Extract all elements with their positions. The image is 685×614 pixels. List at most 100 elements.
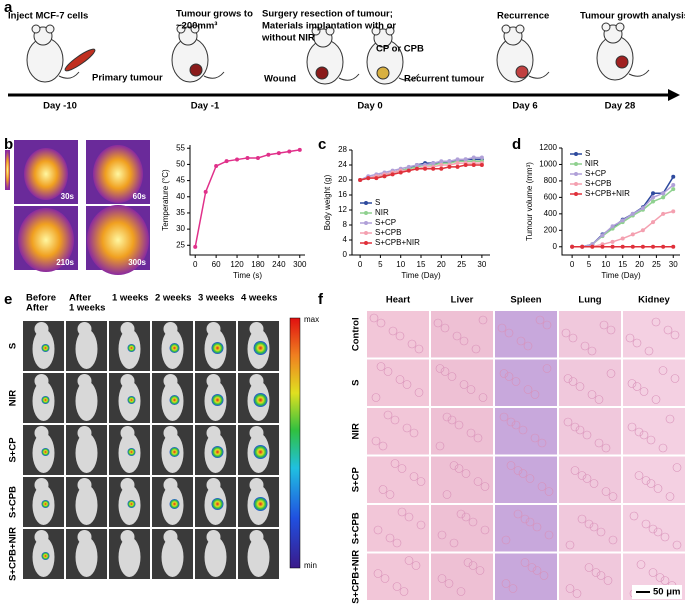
tissue-texture	[456, 509, 466, 519]
marker	[214, 164, 219, 169]
x-tick-label: 0	[358, 260, 363, 269]
column-header: 2 weeks	[155, 293, 191, 304]
marker	[366, 176, 371, 181]
tissue-texture	[452, 331, 462, 341]
y-tick-label: 20	[338, 175, 347, 184]
mouse-head	[77, 530, 92, 544]
color-bar	[289, 317, 301, 569]
tissue-texture	[660, 532, 670, 542]
tissue-texture	[639, 430, 649, 440]
tissue-texture	[520, 514, 530, 524]
mouse-head	[249, 374, 264, 388]
step-label: Tumour growth analysis	[580, 11, 685, 22]
marker	[580, 244, 585, 249]
tissue-texture	[380, 574, 390, 583]
row-label: NIR	[351, 423, 362, 440]
tissue-texture	[378, 441, 388, 451]
histology-image	[495, 359, 557, 406]
tissue-texture	[468, 561, 478, 570]
histology-image	[495, 553, 557, 600]
signal	[41, 500, 50, 508]
tissue-texture	[513, 466, 523, 475]
signal	[169, 499, 180, 509]
x-tick-label: 180	[251, 260, 265, 269]
mouse-head	[206, 478, 221, 492]
row-label: S+CPB+NIR	[8, 527, 19, 581]
tumour	[615, 55, 629, 69]
x-tick-label: 25	[457, 260, 466, 269]
tissue-texture	[568, 333, 578, 343]
step-label: Primary tumour	[92, 73, 163, 84]
tissue-texture	[575, 425, 585, 435]
tissue-texture	[471, 344, 481, 354]
tissue-texture	[442, 412, 452, 422]
tissue-texture	[506, 417, 516, 427]
marker	[570, 244, 575, 249]
column-header: Kidney	[638, 295, 670, 306]
panel-label: a	[4, 0, 13, 16]
tissue-texture	[658, 366, 668, 375]
marker	[398, 170, 403, 175]
tissue-texture	[646, 479, 656, 488]
marker	[193, 244, 198, 249]
tissue-texture	[435, 441, 445, 451]
legend-label: S+CPB+NIR	[585, 189, 630, 198]
column-header: After	[69, 293, 91, 304]
tissue-texture	[504, 328, 514, 338]
signal	[41, 396, 50, 404]
tissue-texture	[397, 464, 407, 473]
marker	[287, 149, 292, 154]
tissue-texture	[497, 323, 507, 333]
marker	[439, 163, 444, 167]
marker	[630, 244, 635, 249]
tissue-texture	[665, 414, 675, 424]
tissue-texture	[608, 535, 618, 545]
tissue-texture	[580, 341, 590, 351]
tissue-texture	[392, 582, 402, 591]
marker	[600, 244, 605, 249]
x-tick-label: 20	[437, 260, 446, 269]
histology-image	[431, 456, 493, 503]
thermal-hotspot	[18, 208, 74, 272]
histology-image	[495, 311, 557, 358]
line	[359, 160, 482, 181]
histology-image	[367, 456, 429, 503]
color-bar-max: max	[304, 315, 319, 324]
y-axis-label: Tumour volume (mm³)	[525, 162, 534, 241]
marker	[406, 164, 411, 169]
tissue-texture	[435, 364, 445, 373]
tissue-texture	[589, 522, 599, 532]
column-header: Spleen	[510, 295, 541, 306]
tissue-texture	[651, 395, 661, 404]
panel-label: d	[512, 136, 521, 153]
y-tick-label: 1200	[539, 143, 557, 152]
tissue-texture	[584, 519, 594, 529]
tissue-texture	[670, 374, 680, 383]
syringe	[64, 48, 96, 72]
tissue-texture	[395, 331, 405, 341]
tissue-texture	[518, 469, 528, 478]
marker	[610, 224, 615, 229]
signal	[253, 393, 268, 407]
step-label: Recurrence	[497, 11, 549, 22]
column-header: 1 weeks	[112, 293, 148, 304]
tissue-texture	[525, 474, 535, 483]
column-header: 3 weeks	[198, 293, 234, 304]
tissue-texture	[501, 535, 511, 545]
step-label: Inject MCF-7 cells	[8, 11, 88, 22]
y-tick-label: 55	[176, 143, 185, 152]
scale-bar-label: 50 μm	[653, 587, 680, 598]
tissue-texture	[542, 320, 552, 330]
tissue-texture	[625, 333, 635, 343]
histology-image	[559, 311, 621, 358]
mouse-head	[120, 426, 135, 440]
tissue-texture	[629, 511, 639, 521]
signal	[253, 497, 268, 511]
histology-image	[495, 408, 557, 455]
legend-label: NIR	[375, 208, 389, 217]
day-label: Day 28	[605, 101, 636, 112]
tissue-texture	[508, 584, 518, 593]
signal	[211, 498, 224, 510]
mouse-tail	[398, 73, 420, 81]
